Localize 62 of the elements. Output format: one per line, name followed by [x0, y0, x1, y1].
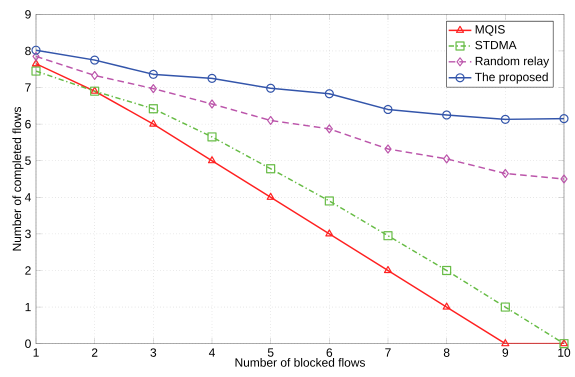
point	[31, 66, 41, 76]
point	[32, 52, 40, 61]
point	[502, 168, 509, 178]
x-tick-label: 4	[208, 348, 215, 357]
point	[150, 84, 157, 94]
point	[384, 144, 392, 154]
point	[326, 124, 333, 134]
point	[500, 114, 510, 124]
x-tick-label: 7	[385, 348, 391, 357]
point	[559, 114, 569, 124]
point	[266, 164, 276, 174]
point	[325, 229, 334, 236]
point	[266, 192, 275, 200]
point	[384, 266, 392, 274]
point	[560, 174, 568, 184]
point	[31, 46, 41, 55]
point	[148, 104, 158, 114]
x-tick-label: 2	[92, 348, 98, 357]
point	[90, 55, 100, 65]
point	[442, 266, 452, 276]
point	[208, 156, 216, 164]
x-axis-title: Number of blocked flows	[236, 358, 365, 367]
point	[149, 120, 158, 127]
y-tick-label: 4	[24, 193, 31, 202]
y-tick-label: 0	[25, 339, 31, 348]
point	[500, 302, 510, 312]
x-tick-label: 5	[268, 348, 274, 357]
point	[501, 339, 510, 346]
point	[266, 84, 276, 93]
point	[267, 116, 274, 126]
point	[383, 104, 393, 114]
x-tick-label: 10	[558, 348, 570, 357]
point	[442, 110, 452, 120]
y-tick-label: 6	[25, 120, 31, 128]
legend-label: The proposed	[475, 72, 548, 84]
x-tick-label: 6	[326, 348, 332, 357]
point	[148, 70, 158, 79]
point	[383, 231, 393, 240]
legend-label: STDMA	[475, 40, 517, 50]
point	[91, 70, 98, 80]
point	[443, 154, 450, 164]
legend-label: Random relay	[476, 56, 550, 68]
point	[324, 89, 334, 98]
x-tick-label: 9	[502, 348, 508, 357]
y-tick-label: 5	[25, 156, 31, 165]
y-tick-label: 8	[25, 46, 31, 56]
point	[32, 59, 40, 66]
y-tick-label: 2	[25, 266, 31, 275]
point	[207, 132, 217, 142]
y-tick-label: 7	[25, 83, 31, 92]
y-tick-label: 9	[25, 10, 31, 19]
y-tick-label: 3	[25, 230, 31, 238]
point	[207, 74, 217, 83]
y-axis-title: Number of completed flows	[12, 107, 24, 250]
x-tick-label: 3	[150, 348, 156, 357]
point	[324, 196, 334, 206]
x-tick-label: 1	[34, 348, 39, 357]
x-tick-label: 8	[444, 348, 450, 357]
legend-label: MQIS	[476, 25, 505, 36]
point	[442, 302, 451, 310]
point	[208, 99, 216, 109]
y-tick-label: 1	[26, 302, 31, 312]
